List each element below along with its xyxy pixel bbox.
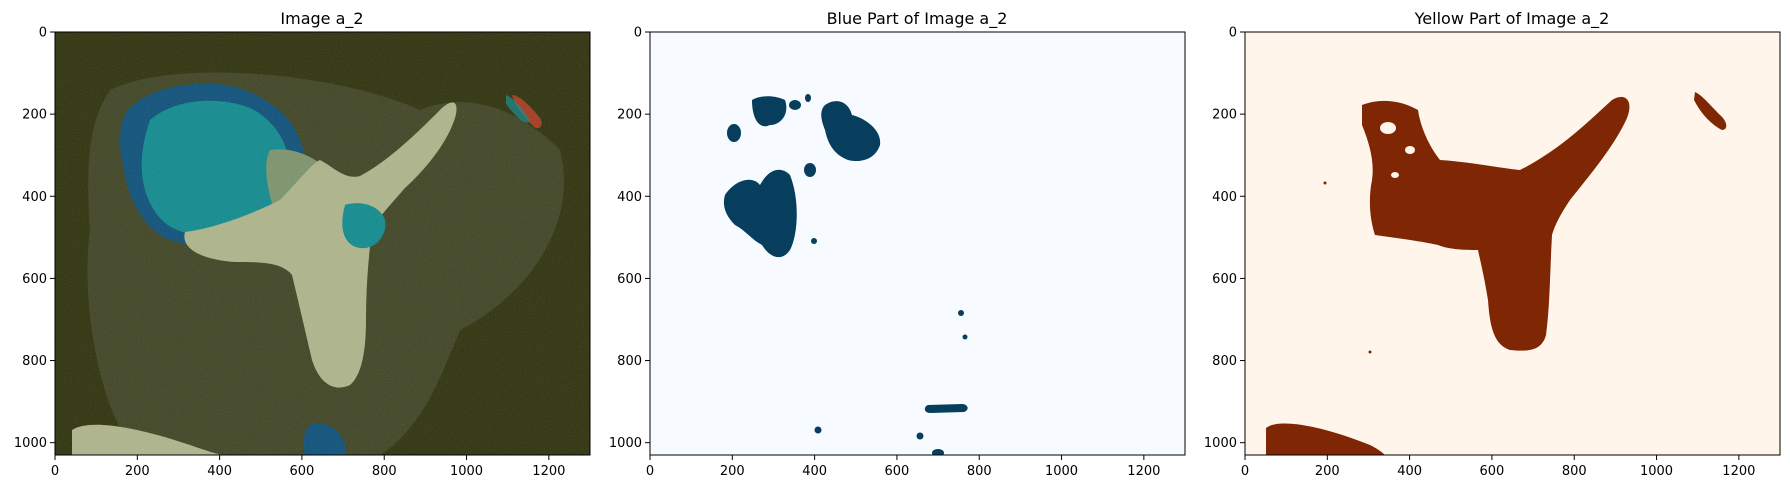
noise-overlay [55, 32, 590, 455]
x-tick-label: 400 [802, 464, 827, 479]
x-tick-label: 1000 [1045, 464, 1078, 479]
panel-1-image [55, 32, 590, 455]
blue-spot-4 [805, 94, 811, 102]
yellow-hole-1 [1380, 122, 1396, 134]
x-tick-label: 1000 [450, 464, 483, 479]
yellow-hole-3 [1391, 172, 1399, 178]
x-tick-label: 600 [290, 464, 315, 479]
y-tick-label: 800 [617, 354, 642, 369]
blue-mask-background [650, 32, 1185, 455]
panel-2-image [650, 32, 1185, 455]
panel-blue-part: Blue Part of Image a_2 0 200 400 600 8 [609, 9, 1186, 480]
y-tick-label: 1000 [14, 436, 47, 451]
blue-bar-bottom [924, 404, 968, 413]
x-tick-label: 800 [372, 464, 397, 479]
blue-spot-2 [804, 163, 816, 177]
y-tick-label: 200 [617, 108, 642, 123]
x-tick-label: 1200 [1722, 464, 1755, 479]
panel-2-axes: 0 200 400 600 800 1000 1200 0 200 400 600 800 1000 [609, 26, 1160, 480]
y-tick-label: 800 [1212, 354, 1237, 369]
panel-3-image [1245, 32, 1780, 455]
x-tick-label: 800 [1562, 464, 1587, 479]
yellow-mask-holes [1380, 122, 1415, 178]
panel-1-frame [54, 31, 591, 456]
yellow-main-object [1362, 96, 1630, 351]
blue-dot-6 [932, 449, 944, 455]
x-tick-label: 200 [125, 464, 150, 479]
panel-1-axes: 0 200 400 600 800 1000 1200 0 200 400 600 800 1000 [14, 26, 565, 480]
blue-dot-1 [811, 238, 817, 244]
blue-spot-1 [727, 124, 741, 142]
blue-cluster-left [723, 169, 797, 258]
y-tick-label: 0 [634, 26, 642, 41]
yellow-dot-2 [1368, 350, 1372, 354]
x-tick-label: 600 [1480, 464, 1505, 479]
x-tick-label: 0 [51, 464, 59, 479]
y-tick-label: 0 [39, 26, 47, 41]
x-tick-label: 1200 [1127, 464, 1160, 479]
x-tick-label: 0 [646, 464, 654, 479]
panel-3-title: Yellow Part of Image a_2 [1414, 9, 1610, 29]
blue-dot-2 [958, 310, 964, 316]
blue-dot-3 [962, 334, 968, 340]
blue-cluster-right [821, 101, 881, 162]
blue-spot-3 [789, 100, 801, 110]
x-tick-label: 0 [1241, 464, 1249, 479]
panel-3-frame [1244, 31, 1781, 456]
blue-dot-4 [814, 426, 822, 434]
panel-3-axes: 0 200 400 600 800 1000 1200 0 200 400 600 800 1000 [1204, 26, 1755, 480]
panel-2-title: Blue Part of Image a_2 [827, 9, 1008, 29]
blue-cluster-top [752, 96, 787, 127]
panel-2-frame [649, 31, 1186, 456]
panel-yellow-part: Yellow Part of Image a_2 0 200 400 600 800 10… [1204, 9, 1781, 480]
blue-mask-regions [723, 94, 968, 455]
panel-1-title: Image a_2 [280, 9, 363, 29]
y-tick-label: 200 [22, 108, 47, 123]
yellow-bottom-blob [1266, 423, 1385, 455]
x-tick-label: 1200 [532, 464, 565, 479]
x-tick-label: 200 [720, 464, 745, 479]
y-tick-label: 0 [1229, 26, 1237, 41]
y-tick-label: 600 [617, 272, 642, 287]
y-tick-label: 400 [617, 190, 642, 205]
x-tick-label: 400 [1397, 464, 1422, 479]
x-tick-label: 600 [885, 464, 910, 479]
x-tick-label: 200 [1315, 464, 1340, 479]
x-tick-label: 800 [967, 464, 992, 479]
x-tick-label: 400 [207, 464, 232, 479]
x-tick-label: 1000 [1640, 464, 1673, 479]
yellow-hole-2 [1405, 146, 1415, 154]
yellow-tip-upper-right [1694, 92, 1727, 130]
y-tick-label: 600 [1212, 272, 1237, 287]
y-tick-label: 1000 [609, 436, 642, 451]
blue-dot-5 [916, 432, 924, 440]
y-tick-label: 200 [1212, 108, 1237, 123]
y-tick-label: 1000 [1204, 436, 1237, 451]
y-tick-label: 800 [22, 354, 47, 369]
y-tick-label: 600 [22, 272, 47, 287]
yellow-dot-1 [1323, 181, 1327, 185]
yellow-mask-regions [1266, 92, 1727, 455]
y-tick-label: 400 [22, 190, 47, 205]
y-tick-label: 400 [1212, 190, 1237, 205]
